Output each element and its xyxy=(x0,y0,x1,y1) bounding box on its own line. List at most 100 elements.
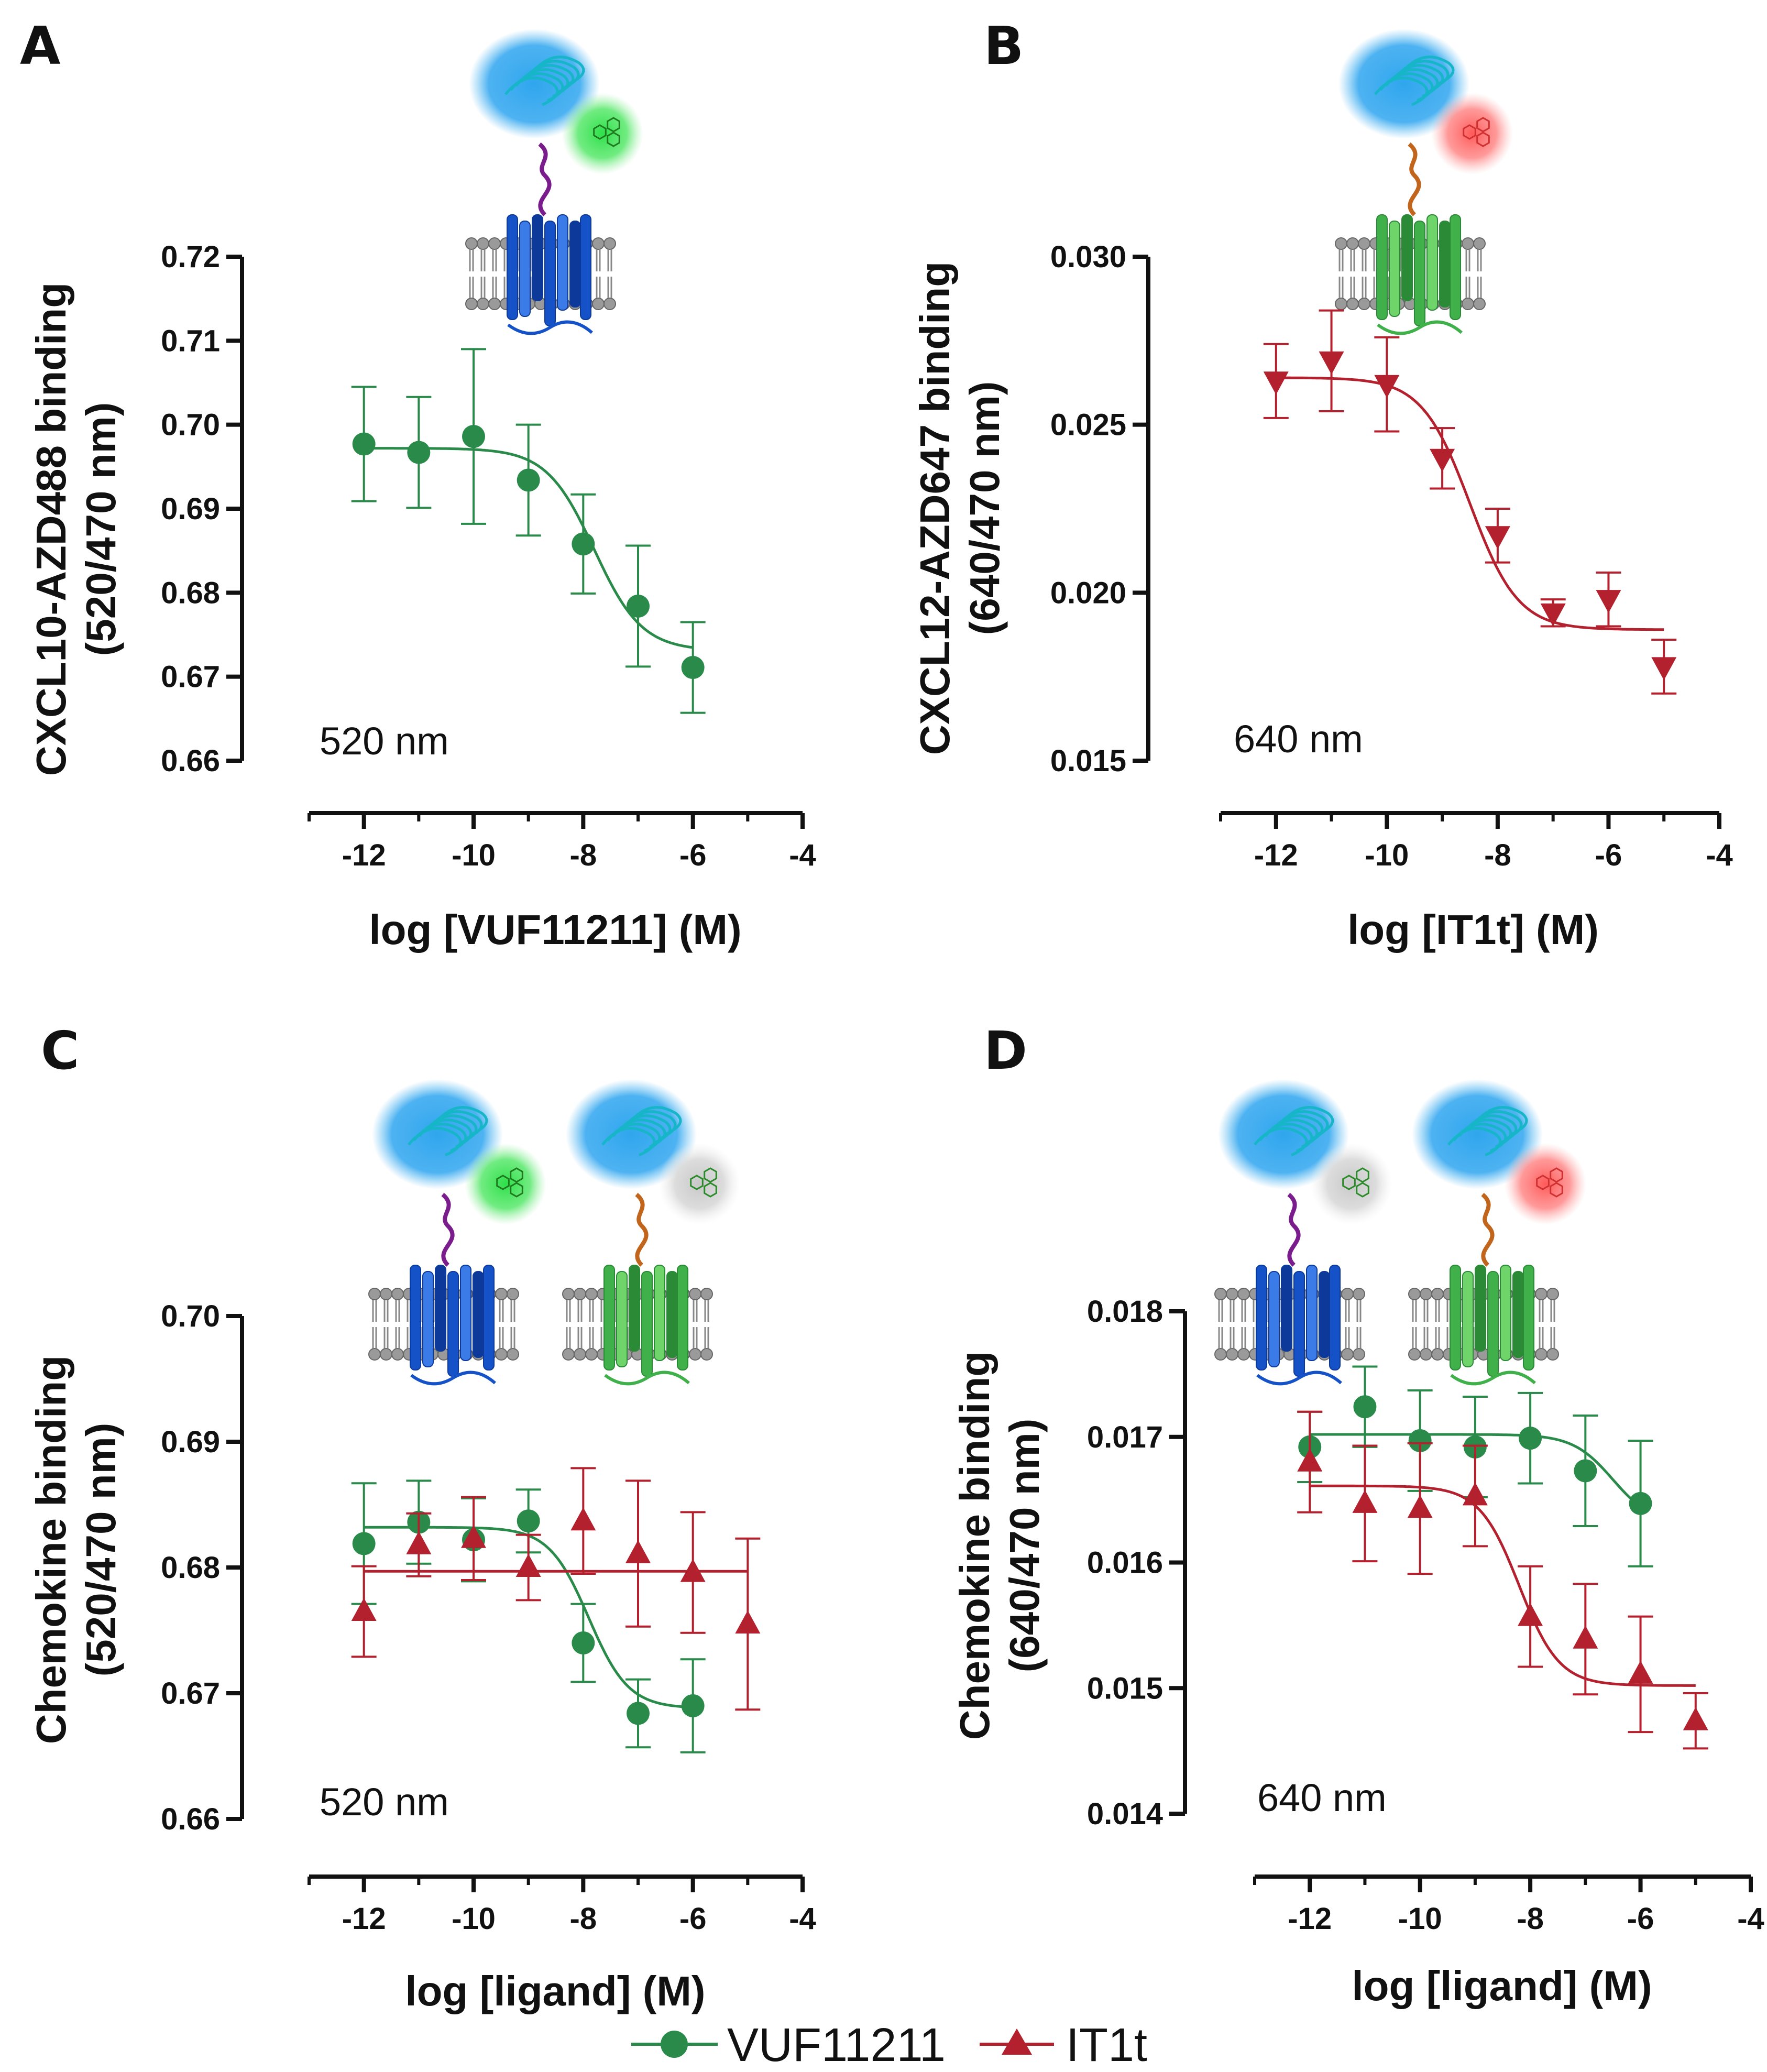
y-tick-label: 0.030 xyxy=(1050,240,1126,274)
lipid-head xyxy=(1473,237,1486,250)
data-point xyxy=(1462,1482,1488,1506)
y-tick-label: 0.016 xyxy=(1087,1546,1163,1580)
x-tick-label: -8 xyxy=(570,1902,597,1936)
x-axis-label: log [ligand] (M) xyxy=(1352,1963,1652,2009)
data-point xyxy=(517,468,540,492)
data-point xyxy=(627,1702,650,1725)
lipid-head xyxy=(1431,1288,1444,1300)
data-point xyxy=(627,594,650,618)
transmembrane-helix xyxy=(1376,214,1388,320)
y-axis-label-unit: (520/470 nm) xyxy=(78,402,124,656)
y-tick-label: 0.017 xyxy=(1087,1420,1163,1454)
acceptor-fluorophore-glow xyxy=(1311,1143,1392,1225)
lipid-head xyxy=(1420,1348,1432,1361)
acceptor-fluorophore-glow xyxy=(1431,93,1513,174)
fluorophore-ring xyxy=(1342,1175,1356,1190)
y-axis-label: CXCL10-AZD488 binding xyxy=(28,282,74,776)
legend-item-it1t: IT1t xyxy=(980,2019,1147,2071)
intracellular-loop xyxy=(604,1371,690,1386)
lipid-head xyxy=(1535,1348,1548,1361)
fluorophore-structure xyxy=(690,1167,717,1198)
fluorophore-ring xyxy=(1476,131,1490,147)
data-point xyxy=(1374,375,1400,398)
fluorophore-ring xyxy=(1536,1175,1550,1190)
y-tick-label: 0.66 xyxy=(161,744,220,778)
lipid-head xyxy=(1237,1348,1250,1361)
panel-d: D Chemokine binding (640/470 nm) 640 nm … xyxy=(951,1020,1764,2009)
x-tick-label: -10 xyxy=(1398,1902,1442,1936)
nanoluc-protein xyxy=(504,56,585,106)
nanoluc-protein xyxy=(1254,1106,1334,1157)
y-tick-label: 0.015 xyxy=(1087,1671,1163,1705)
transmembrane-helix xyxy=(580,214,591,320)
fit-curve xyxy=(1310,1484,1696,1687)
acceptor-fluorophore-glow xyxy=(658,1143,740,1225)
fluorophore-ring xyxy=(1550,1182,1563,1198)
fluorophore-ring xyxy=(690,1175,704,1190)
transmembrane-helix xyxy=(1523,1265,1534,1371)
chemokine-linker xyxy=(1287,1192,1301,1267)
chemokine-linker xyxy=(635,1192,649,1267)
beta-strand xyxy=(1280,1106,1334,1136)
gpcr-receptor xyxy=(1450,1192,1536,1386)
lipid-head xyxy=(495,1348,508,1361)
wavelength-label: 520 nm xyxy=(320,719,449,763)
lipid-head xyxy=(507,1288,519,1300)
data-point xyxy=(515,1554,541,1577)
fluorophore-structure xyxy=(1463,117,1490,147)
fluorophore-ring xyxy=(496,1175,510,1190)
lipid-head xyxy=(465,298,478,310)
data-point xyxy=(1430,448,1455,472)
data-point xyxy=(1407,1495,1433,1518)
y-tick-label: 0.67 xyxy=(161,660,220,694)
receptor-illustration xyxy=(1335,29,1513,335)
lipid-head xyxy=(391,1288,404,1300)
acceptor-fluorophore-glow xyxy=(465,1143,546,1225)
lipid-head xyxy=(1420,1288,1432,1300)
lipid-head xyxy=(1431,1348,1444,1361)
data-point xyxy=(681,1694,705,1717)
plot-area: 0.014 0.015 0.016 0.017 0.018 -12 -10 -8 -6 -4 xyxy=(1087,1295,1764,1936)
fluorophore-ring xyxy=(1463,124,1476,140)
data-point xyxy=(1573,1625,1598,1649)
data-point xyxy=(517,1509,540,1533)
nanoluc-protein xyxy=(601,1106,682,1157)
y-axis-label: Chemokine binding xyxy=(28,1355,74,1744)
transmembrane-helix xyxy=(507,214,518,320)
panel-c: C Chemokine binding (520/470 nm) 520 nm … xyxy=(28,1020,816,2014)
lipid-head xyxy=(1462,298,1474,310)
lipid-head xyxy=(1335,237,1347,250)
y-tick-label: 0.72 xyxy=(161,240,220,274)
lipid-head xyxy=(1214,1288,1227,1300)
lipid-head xyxy=(1341,1288,1354,1300)
data-point xyxy=(1519,1427,1542,1450)
lipid-head xyxy=(1546,1348,1559,1361)
fluorophore-structure xyxy=(593,117,620,147)
transmembrane-helix xyxy=(629,1265,640,1352)
acceptor-fluorophore-glow xyxy=(1505,1143,1586,1225)
legend-item-vuf11211: VUF11211 xyxy=(631,2019,946,2071)
x-tick-label: -12 xyxy=(342,1902,386,1936)
fluorophore-ring xyxy=(607,117,620,133)
transmembrane-helix xyxy=(616,1271,628,1367)
y-axis-label-unit: (640/470 nm) xyxy=(961,381,1008,635)
beta-strand xyxy=(531,56,585,85)
illustration-container xyxy=(1214,1079,1586,1386)
x-tick-label: -4 xyxy=(1737,1902,1764,1936)
transmembrane-helix xyxy=(1500,1265,1511,1361)
data-series-it1t xyxy=(1263,309,1677,695)
x-tick-label: -10 xyxy=(452,1902,496,1936)
transmembrane-helix xyxy=(1306,1265,1318,1361)
data-point xyxy=(1629,1492,1652,1515)
data-point xyxy=(625,1540,651,1563)
nanoluc-donor-glow xyxy=(1412,1079,1543,1189)
nanoluc-protein xyxy=(1374,56,1455,106)
illustration-container xyxy=(1335,29,1513,335)
chemokine-linker xyxy=(538,142,552,216)
transmembrane-helix xyxy=(677,1265,688,1371)
gpcr-receptor xyxy=(603,1192,690,1386)
wavelength-label: 640 nm xyxy=(1234,717,1363,761)
x-tick-label: -12 xyxy=(342,838,386,872)
data-series-it1t xyxy=(1297,1410,1708,1750)
panel-letter: B xyxy=(984,15,1024,76)
